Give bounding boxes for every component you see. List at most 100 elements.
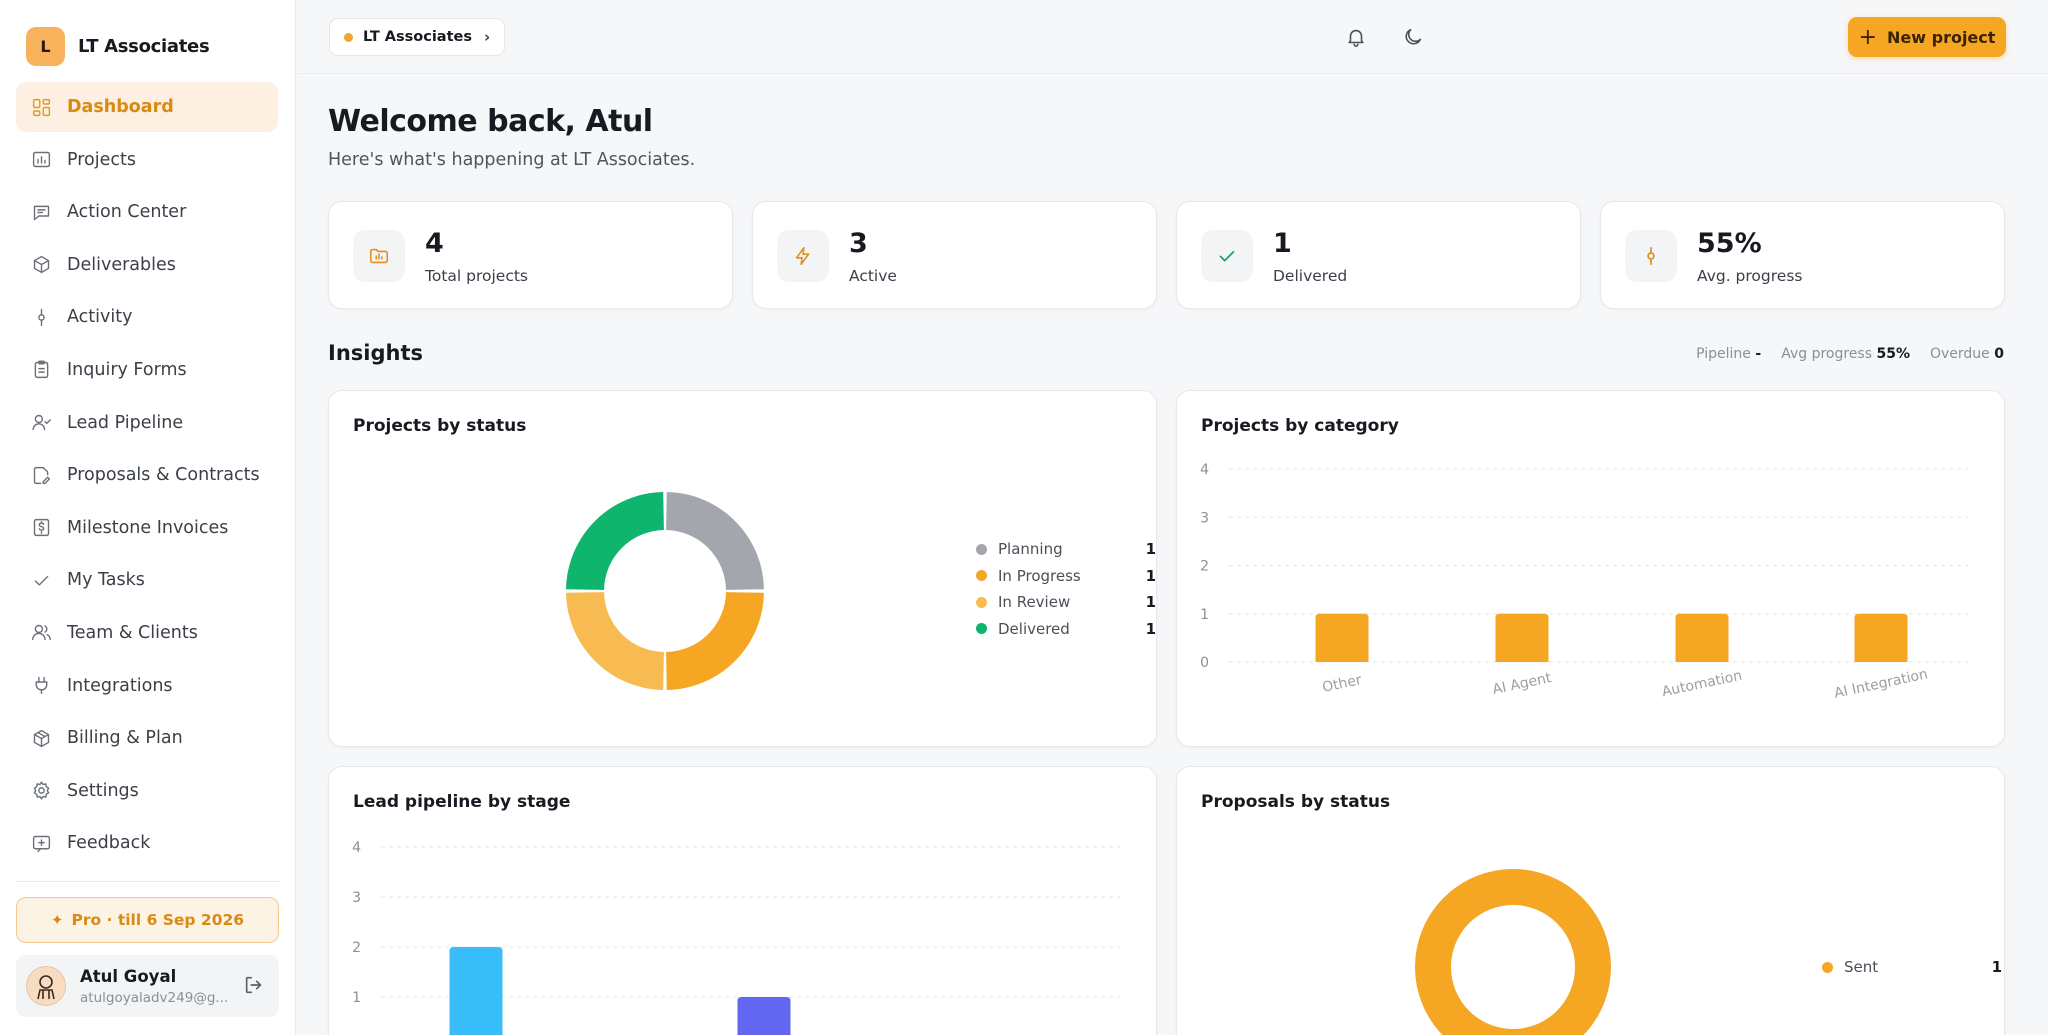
stat-card-total-projects[interactable]: 4 Total projects	[328, 201, 733, 309]
moon-icon	[1405, 28, 1422, 45]
plus-icon: +	[1858, 24, 1878, 50]
lead-pipeline-chart: 1 2 3 4	[352, 840, 1120, 1035]
workspace-switcher[interactable]: LT Associates ›	[329, 18, 506, 56]
donut-slice-planning[interactable]	[666, 492, 764, 590]
dashboard-icon	[30, 96, 52, 118]
y-tick-label: 1	[1200, 607, 1209, 623]
users-icon	[30, 622, 52, 644]
legend-item-delivered: Delivered 1	[976, 616, 1156, 643]
lead-pipeline-card: Lead pipeline by stage 1 2 3 4	[328, 766, 1157, 1035]
sidebar-item-proposals-contracts[interactable]: Proposals & Contracts	[16, 450, 278, 500]
brand-logo: L	[26, 27, 65, 66]
sidebar: L LT Associates Dashboard Projects Action …	[0, 0, 296, 1035]
donut-slice-sent[interactable]	[1415, 869, 1611, 1035]
file-edit-icon	[30, 464, 52, 486]
sidebar-item-dashboard[interactable]: Dashboard	[16, 82, 278, 132]
sidebar-item-my-tasks[interactable]: My Tasks	[16, 555, 278, 605]
page-title: Welcome back, Atul	[328, 104, 653, 139]
sidebar-divider	[16, 881, 280, 882]
theme-toggle-button[interactable]	[1394, 18, 1432, 56]
legend-item-in-progress: In Progress 1	[976, 563, 1156, 590]
sidebar-item-label: Deliverables	[67, 254, 176, 275]
legend-label: In Progress	[998, 566, 1081, 585]
donut-slice-in-review[interactable]	[566, 592, 664, 690]
user-email: atulgoyaladv249@g...	[80, 989, 229, 1006]
check-icon	[30, 569, 52, 591]
stat-label: Total projects	[425, 267, 528, 285]
sidebar-item-label: Action Center	[67, 202, 187, 223]
stat-card-avg-progress[interactable]: 55% Avg. progress	[1600, 201, 2005, 309]
new-project-button[interactable]: + New project	[1848, 17, 2006, 57]
avg-progress-metric: Avg progress 55%	[1781, 346, 1910, 362]
sidebar-item-integrations[interactable]: Integrations	[16, 661, 278, 711]
user-card[interactable]: Atul Goyal atulgoyaladv249@g...	[16, 955, 279, 1017]
y-tick-label: 3	[352, 890, 361, 906]
sidebar-item-inquiry-forms[interactable]: Inquiry Forms	[16, 345, 278, 395]
donut-slice-delivered[interactable]	[566, 492, 664, 590]
stat-value: 4	[425, 228, 444, 259]
overdue-metric-label: Overdue	[1929, 346, 1990, 362]
stat-label: Avg. progress	[1697, 267, 1803, 285]
x-tick-label: Other	[1321, 672, 1363, 696]
folder-chart-icon	[353, 230, 405, 282]
workspace-dot	[344, 32, 353, 42]
projects-by-category-chart: 0 1 2 3 4 Other AI Agent Automation AI Integrati…	[1200, 462, 1968, 702]
y-tick-label: 4	[352, 840, 361, 856]
insights-meta: Pipeline - Avg progress 55% Overdue 0	[1696, 346, 2004, 362]
sidebar-item-projects[interactable]: Projects	[16, 135, 278, 185]
plan-label: Pro · till 6 Sep 2026	[71, 911, 245, 929]
bar-automation[interactable]	[1675, 613, 1729, 662]
avg-progress-metric-value: 55%	[1876, 346, 1910, 362]
message-icon	[30, 201, 52, 223]
plan-badge[interactable]: ✦ Pro · till 6 Sep 2026	[16, 897, 279, 943]
bar-other[interactable]	[1315, 613, 1369, 662]
sidebar-item-action-center[interactable]: Action Center	[16, 187, 278, 237]
projects-by-status-card: Projects by status Planning 1 In Progress 1…	[328, 390, 1157, 747]
notifications-button[interactable]	[1337, 18, 1375, 56]
stat-card-active[interactable]: 3 Active	[752, 201, 1157, 309]
sidebar-item-label: Team & Clients	[67, 622, 198, 643]
y-tick-label: 4	[1200, 462, 1209, 478]
legend-swatch	[976, 623, 987, 635]
pipeline-metric: Pipeline -	[1696, 346, 1761, 362]
bar-1[interactable]	[449, 947, 503, 1035]
stat-value: 1	[1273, 228, 1292, 259]
sidebar-item-label: Dashboard	[67, 97, 174, 117]
sidebar-item-settings[interactable]: Settings	[16, 766, 278, 816]
check-icon	[1201, 230, 1253, 282]
sidebar-item-billing-plan[interactable]: Billing & Plan	[16, 713, 278, 763]
legend-swatch	[976, 543, 987, 555]
proposals-by-status-chart	[1415, 869, 1611, 1035]
brand-name: LT Associates	[78, 36, 210, 57]
activity-icon	[1625, 230, 1677, 282]
legend-swatch	[976, 570, 987, 582]
sidebar-nav: Dashboard Projects Action Center Deliverabl…	[16, 82, 278, 871]
logout-icon[interactable]	[243, 974, 267, 998]
x-tick-label: Automation	[1660, 668, 1743, 701]
legend-value: 1	[1145, 593, 1156, 612]
sidebar-item-milestone-invoices[interactable]: Milestone Invoices	[16, 503, 278, 553]
sidebar-item-team-clients[interactable]: Team & Clients	[16, 608, 278, 658]
projects-by-category-card: Projects by category 0 1 2 3 4 Other AI Agent A…	[1176, 390, 2005, 747]
legend-label: Delivered	[998, 619, 1070, 638]
y-tick-label: 2	[1200, 559, 1209, 575]
bar-2[interactable]	[737, 997, 791, 1035]
bar-ai-integration[interactable]	[1854, 613, 1908, 662]
y-tick-label: 0	[1200, 655, 1209, 671]
stat-label: Active	[849, 267, 897, 285]
brand[interactable]: L LT Associates	[26, 27, 210, 66]
sidebar-item-feedback[interactable]: Feedback	[16, 818, 278, 868]
stat-card-delivered[interactable]: 1 Delivered	[1176, 201, 1581, 309]
legend-label: Sent	[1844, 958, 1879, 977]
x-tick-label: AI Agent	[1491, 670, 1553, 698]
card-title: Projects by category	[1201, 416, 1399, 436]
sidebar-item-activity[interactable]: Activity	[16, 292, 278, 342]
donut-slice-in-progress[interactable]	[666, 592, 764, 690]
chart-folder-icon	[30, 149, 52, 171]
sidebar-item-lead-pipeline[interactable]: Lead Pipeline	[16, 398, 278, 448]
clipboard-icon	[30, 359, 52, 381]
stat-label: Delivered	[1273, 267, 1348, 285]
bar-ai-agent[interactable]	[1495, 613, 1549, 662]
sidebar-item-deliverables[interactable]: Deliverables	[16, 240, 278, 290]
bell-icon	[1348, 29, 1364, 47]
